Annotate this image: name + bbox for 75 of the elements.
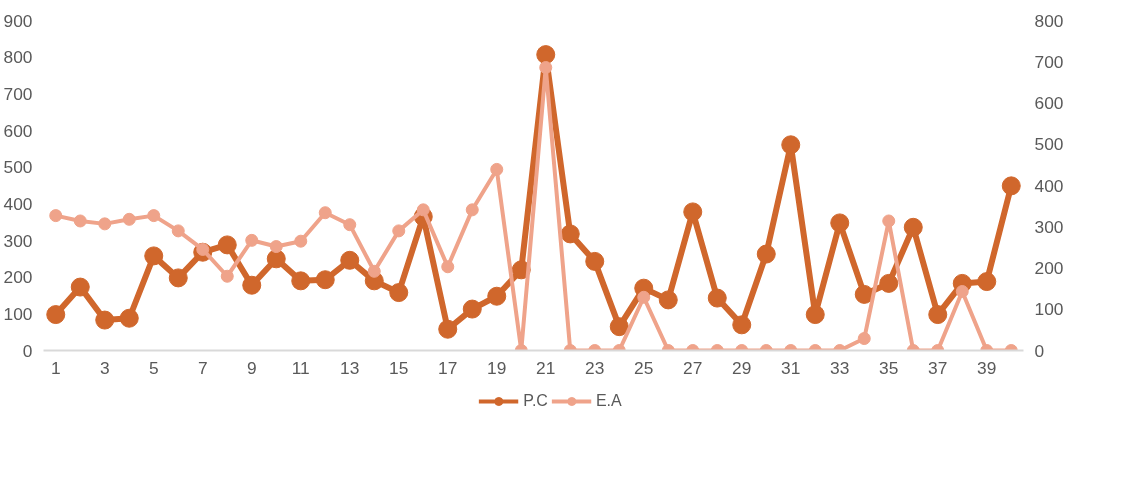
legend-label: P.C: [523, 392, 548, 410]
point: [879, 273, 899, 293]
y-tick-label: 700: [3, 83, 33, 104]
y-tick-label: 900: [3, 10, 33, 31]
point: [683, 202, 703, 222]
point: [928, 305, 948, 325]
point: [977, 272, 997, 292]
x-tick-label: 19: [487, 357, 507, 378]
y2-tick-label: 0: [1034, 340, 1045, 361]
x-tick-label: 39: [977, 357, 997, 378]
point: [144, 246, 164, 266]
y-tick-label: 300: [3, 230, 33, 251]
x-tick-label: 29: [732, 357, 752, 378]
point: [805, 305, 825, 325]
x-tick-label: 3: [99, 357, 110, 378]
x-tick-label: 13: [340, 357, 360, 378]
x-tick-label: 25: [634, 357, 654, 378]
y2-tick-label: 600: [1034, 93, 1064, 113]
y-tick-label: 0: [22, 340, 33, 361]
y2-tick-label: 700: [1034, 51, 1064, 72]
x-tick-label: 7: [197, 357, 208, 378]
x-tick-label: 15: [389, 357, 409, 378]
y-tick-label: 600: [3, 120, 33, 141]
point: [854, 284, 874, 304]
point: [438, 319, 458, 339]
x-tick-label: 11: [291, 357, 310, 378]
point: [781, 135, 801, 155]
y-tick-label: 100: [3, 303, 33, 324]
point: [389, 283, 409, 303]
point: [536, 45, 556, 65]
point: [903, 217, 923, 237]
point: [585, 251, 605, 271]
y-tick-label: 200: [3, 267, 33, 288]
point: [462, 299, 482, 319]
x-tick-label: 21: [536, 357, 556, 378]
x-tick-label: 1: [50, 357, 61, 378]
y-tick-label: 800: [3, 47, 33, 68]
point: [315, 270, 335, 290]
point: [291, 271, 311, 291]
point: [487, 286, 507, 306]
point: [707, 288, 727, 308]
point: [119, 308, 139, 328]
point: [168, 268, 188, 288]
x-tick-label: 23: [585, 357, 605, 378]
point: [560, 224, 580, 244]
y2-tick-label: 400: [1034, 175, 1064, 196]
legend-label: E.A: [595, 392, 622, 410]
point: [70, 277, 90, 297]
point: [732, 315, 752, 335]
point: [1001, 176, 1021, 196]
point: [609, 317, 629, 337]
y2-tick-label: 800: [1034, 10, 1064, 31]
point: [95, 310, 115, 330]
point: [266, 249, 286, 269]
x-tick-label: 17: [438, 357, 458, 378]
point: [242, 275, 262, 295]
point: [217, 235, 237, 255]
x-tick-label: 9: [246, 357, 257, 378]
x-tick-label: 5: [148, 357, 159, 378]
y2-tick-label: 100: [1034, 299, 1064, 320]
point: [340, 250, 360, 270]
y-tick-label: 500: [3, 157, 33, 178]
y-tick-label: 400: [3, 193, 33, 214]
point: [756, 244, 776, 264]
x-tick-label: 31: [781, 357, 801, 378]
point: [830, 213, 850, 233]
y2-tick-label: 500: [1034, 134, 1064, 155]
x-tick-label: 27: [683, 357, 703, 378]
point: [658, 290, 678, 310]
y2-tick-label: 200: [1034, 258, 1064, 278]
point: [46, 305, 66, 325]
y2-tick-label: 300: [1034, 216, 1064, 237]
x-tick-label: 33: [830, 357, 850, 378]
x-tick-label: 37: [928, 357, 948, 378]
x-tick-label: 35: [879, 357, 899, 378]
